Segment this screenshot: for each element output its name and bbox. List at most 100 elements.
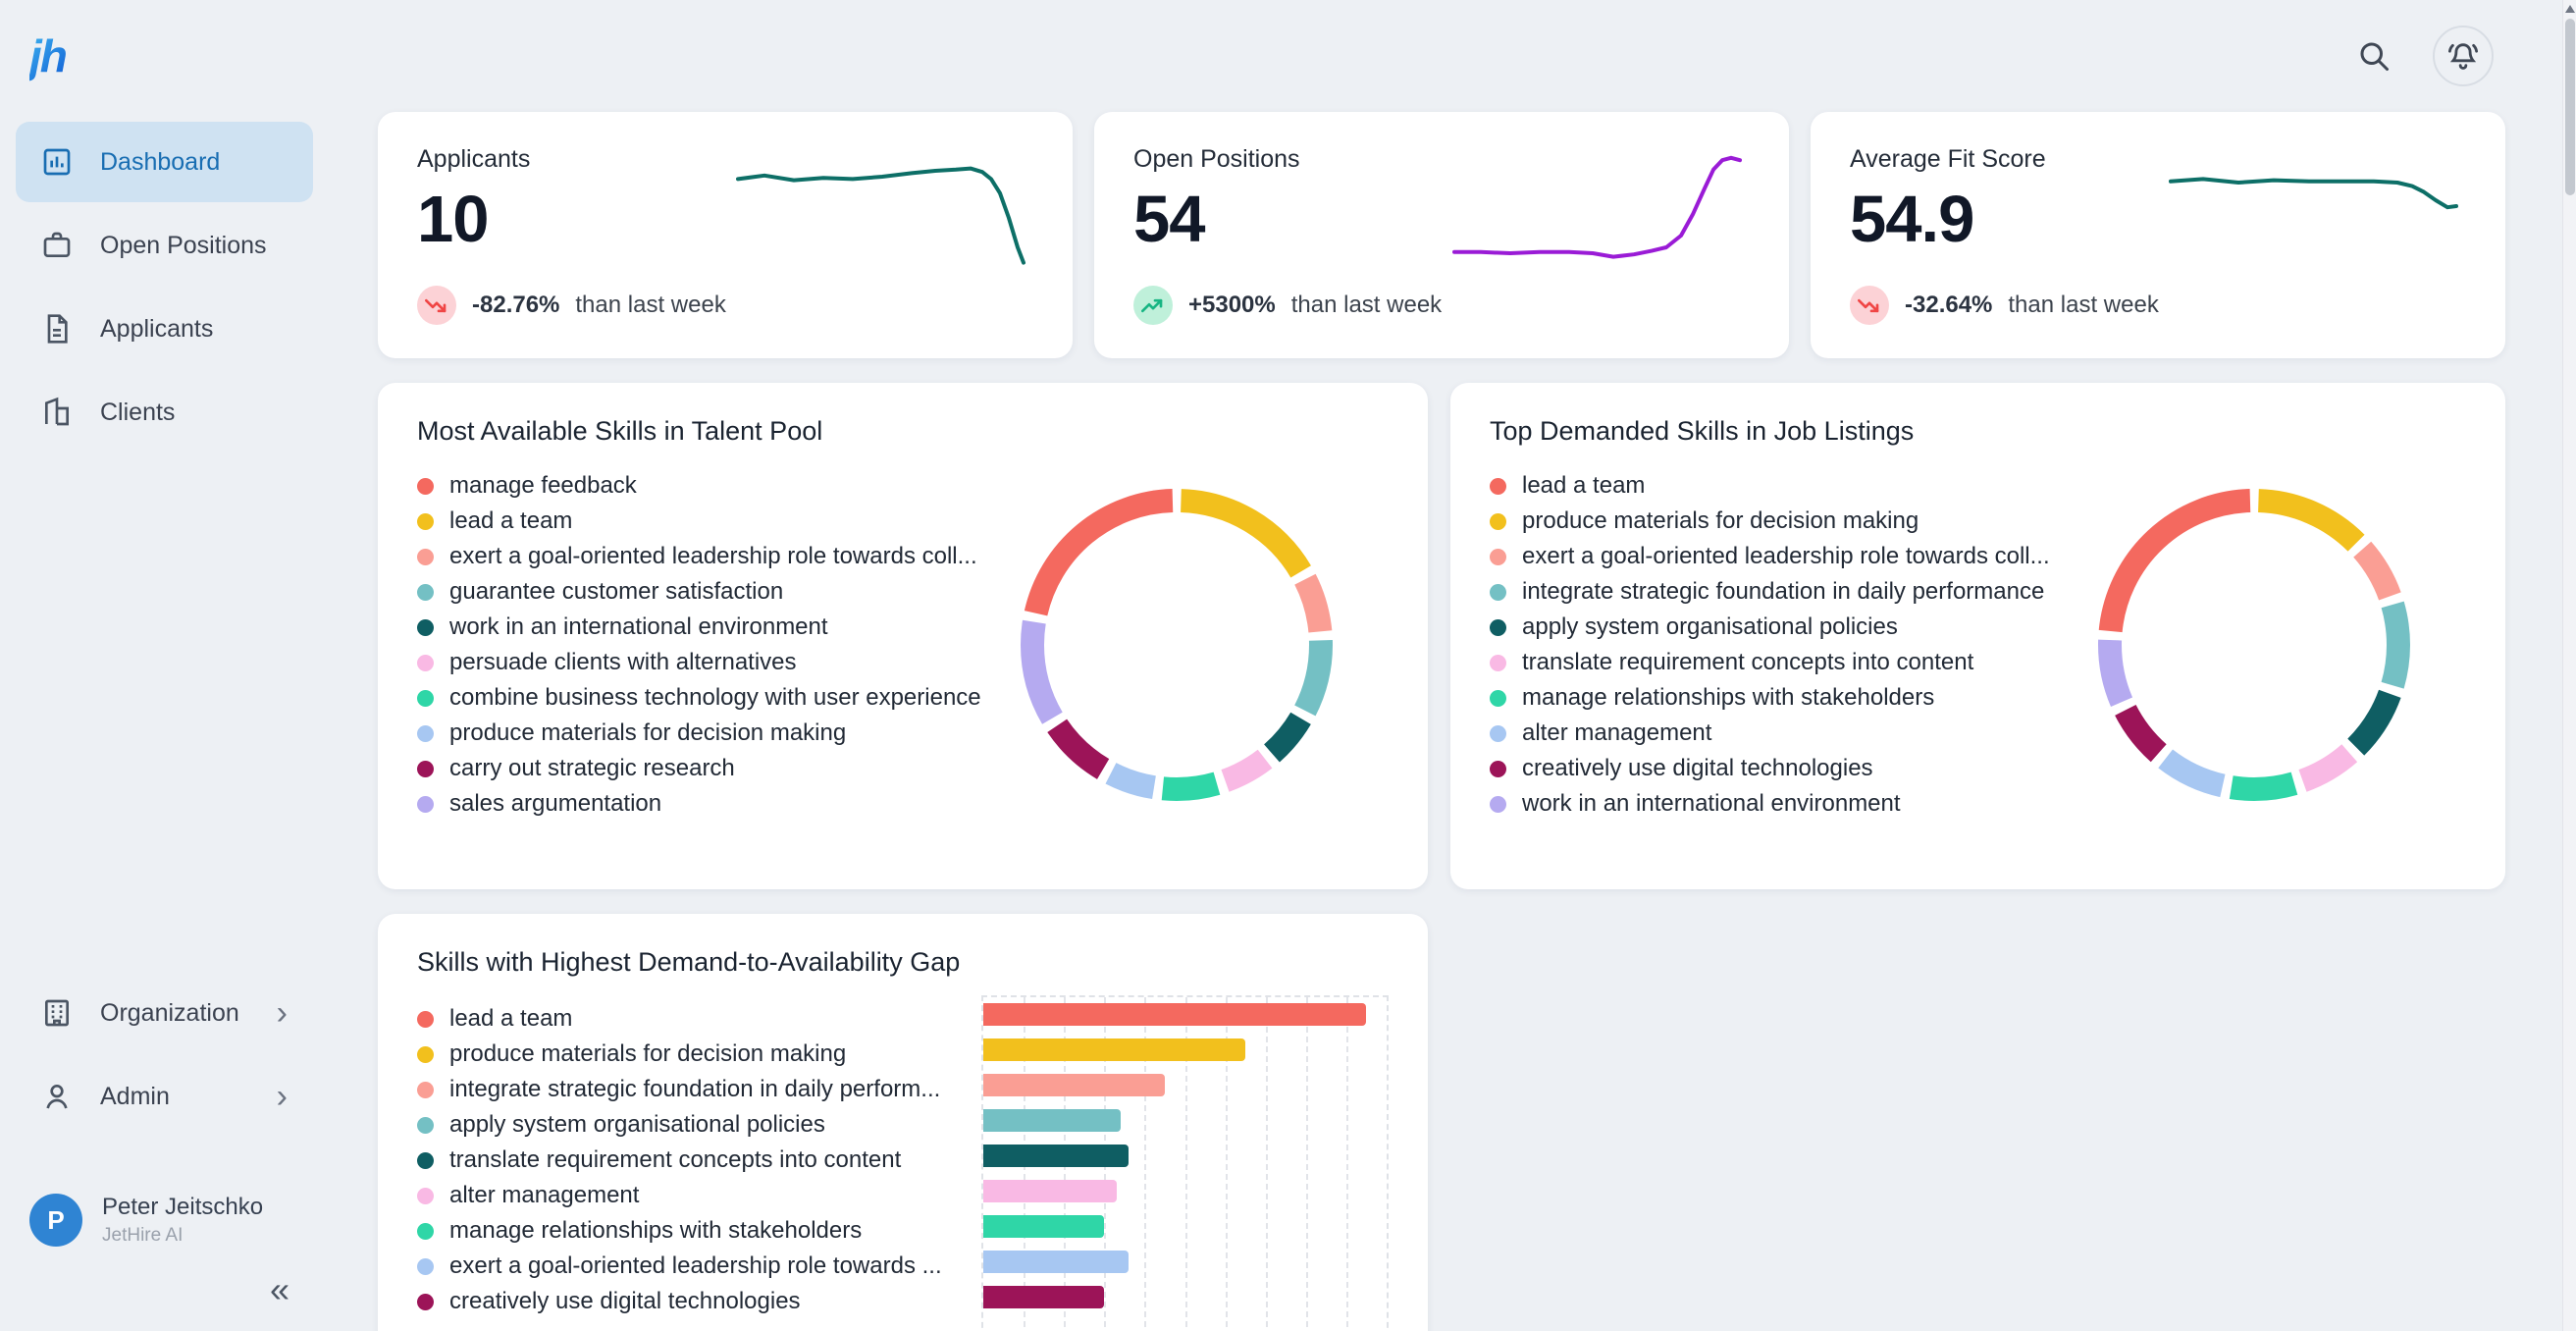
legend-item: exert a goal-oriented leadership role to… (1490, 539, 2097, 574)
legend-item: produce materials for decision making (417, 716, 1020, 751)
legend-label: exert a goal-oriented leadership role to… (449, 1252, 942, 1279)
legend-item: exert a goal-oriented leadership role to… (417, 539, 1020, 574)
avatar: P (29, 1194, 82, 1247)
legend-item: translate requirement concepts into cont… (1490, 645, 2097, 680)
scroll-up-arrow[interactable] (2564, 5, 2575, 13)
briefcase-icon (43, 232, 71, 257)
legend-label: carry out strategic research (449, 755, 735, 781)
scrollbar-thumb[interactable] (2564, 19, 2575, 195)
open-positions-sparkline (1451, 153, 1746, 271)
card-title: Skills with Highest Demand-to-Availabili… (417, 947, 961, 977)
legend-bullet-icon (1490, 760, 1506, 777)
stat-delta-suffix: than last week (575, 292, 726, 318)
stat-value: 54.9 (1850, 183, 1974, 256)
stat-trend: -82.76% than last week (417, 286, 1033, 325)
profile-subtitle: JetHire AI (102, 1225, 184, 1246)
legend-item: integrate strategic foundation in daily … (1490, 574, 2097, 610)
legend-bullet-icon (417, 1222, 434, 1240)
legend-bullet-icon (417, 1187, 434, 1204)
sidebar-item-organization[interactable]: Organization › (16, 973, 313, 1053)
stats-row: Applicants 10 -82.76% than last week Ope… (378, 112, 2505, 358)
legend-bullet-icon (417, 689, 434, 707)
available-skills-body: manage feedback lead a team exert a goal… (417, 468, 1389, 822)
legend-bullet-icon (417, 654, 434, 671)
stat-delta-suffix: than last week (2008, 292, 2159, 318)
sidebar-item-open-positions[interactable]: Open Positions (16, 205, 313, 286)
legend-item: lead a team (417, 504, 1020, 539)
legend-label: produce materials for decision making (449, 719, 847, 746)
app-logo[interactable]: jh (16, 26, 313, 82)
sidebar-item-dashboard[interactable]: Dashboard (16, 122, 313, 202)
card-title: Most Available Skills in Talent Pool (417, 416, 823, 446)
donut-segment (2098, 489, 2410, 801)
legend-bullet-icon (1490, 548, 1506, 565)
bar-6 (983, 1215, 1105, 1238)
document-icon (47, 314, 68, 344)
sidebar-item-label: Admin (100, 1082, 170, 1110)
bar-1 (983, 1038, 1246, 1061)
stat-label: Average Fit Score (1850, 145, 2046, 173)
stat-delta-suffix: than last week (1290, 292, 1443, 318)
chevron-right-icon: › (276, 994, 288, 1032)
legend-item: manage relationships with stakeholders (1490, 680, 2097, 716)
bar-8 (983, 1286, 1105, 1308)
building-icon (45, 397, 69, 426)
sidebar-item-admin[interactable]: Admin › (16, 1056, 313, 1137)
bar-4 (983, 1145, 1129, 1167)
notifications-button[interactable] (2433, 26, 2494, 86)
main-content: Applicants 10 -82.76% than last week Ope… (329, 0, 2576, 1331)
gridline (1184, 997, 1187, 1331)
sidebar-item-clients[interactable]: Clients (16, 372, 313, 453)
gridline (1345, 997, 1348, 1331)
sidebar: jh Dashboard Open Positions Applicants C… (0, 0, 329, 1331)
sidebar-nav: Dashboard Open Positions Applicants Clie… (16, 122, 313, 455)
legend-bullet-icon (417, 1116, 434, 1134)
search-icon[interactable] (2356, 38, 2392, 74)
legend-label: produce materials for decision making (1522, 507, 1919, 534)
legend-bullet-icon (1490, 477, 1506, 495)
legend-bullet-icon (1490, 512, 1506, 530)
legend-bullet-icon (1490, 618, 1506, 636)
legend-label: work in an international environment (449, 613, 828, 640)
legend-item: apply system organisational policies (417, 1107, 981, 1143)
demanded-skills-legend: lead a team produce materials for decisi… (1490, 468, 2097, 822)
sidebar-item-applicants[interactable]: Applicants (16, 289, 313, 369)
sidebar-item-label: Dashboard (100, 147, 221, 176)
demanded-skills-body: lead a team produce materials for decisi… (1490, 468, 2466, 822)
legend-label: produce materials for decision making (449, 1040, 847, 1067)
trend-down-icon (417, 286, 456, 325)
stat-card-open-positions: Open Positions 54 +5300% than last week (1094, 112, 1789, 358)
user-profile[interactable]: P Peter Jeitschko JetHire AI (16, 1194, 313, 1247)
legend-bullet-icon (417, 618, 434, 636)
legend-item: alter management (1490, 716, 2097, 751)
legend-bullet-icon (417, 724, 434, 742)
app-logo-text: jh (29, 30, 68, 81)
demanded-skills-donut-chart (2098, 489, 2410, 801)
stat-card-fit-score: Average Fit Score 54.9 -32.64% than last… (1811, 112, 2505, 358)
bar-7 (983, 1251, 1129, 1273)
sidebar-collapse-button[interactable]: « (269, 1269, 289, 1309)
legend-label: apply system organisational policies (449, 1111, 825, 1138)
gridline (1225, 997, 1228, 1331)
legend-label: translate requirement concepts into cont… (1522, 649, 1974, 675)
legend-label: work in an international environment (1522, 790, 1901, 817)
stat-card-applicants: Applicants 10 -82.76% than last week (378, 112, 1073, 358)
available-skills-donut-chart (1021, 489, 1333, 801)
legend-label: exert a goal-oriented leadership role to… (1522, 543, 2050, 569)
legend-label: translate requirement concepts into cont… (449, 1146, 902, 1173)
sidebar-footer: « (16, 1272, 313, 1307)
legend-item: creatively use digital technologies (1490, 751, 2097, 786)
legend-label: lead a team (1522, 472, 1646, 499)
legend-bullet-icon (417, 760, 434, 777)
stat-trend: +5300% than last week (1133, 286, 1750, 325)
legend-label: manage relationships with stakeholders (1522, 684, 1935, 711)
trend-up-icon (1133, 286, 1173, 325)
legend-label: combine business technology with user ex… (449, 684, 981, 711)
bar-0 (983, 1003, 1367, 1026)
gap-legend: lead a team produce materials for decisio… (417, 1001, 981, 1331)
gap-skills-card: Skills with Highest Demand-to-Availabili… (378, 914, 1428, 1331)
legend-bullet-icon (417, 1293, 434, 1310)
profile-name: Peter Jeitschko (102, 1194, 264, 1220)
legend-label: sales argumentation (449, 790, 662, 817)
legend-bullet-icon (417, 1151, 434, 1169)
